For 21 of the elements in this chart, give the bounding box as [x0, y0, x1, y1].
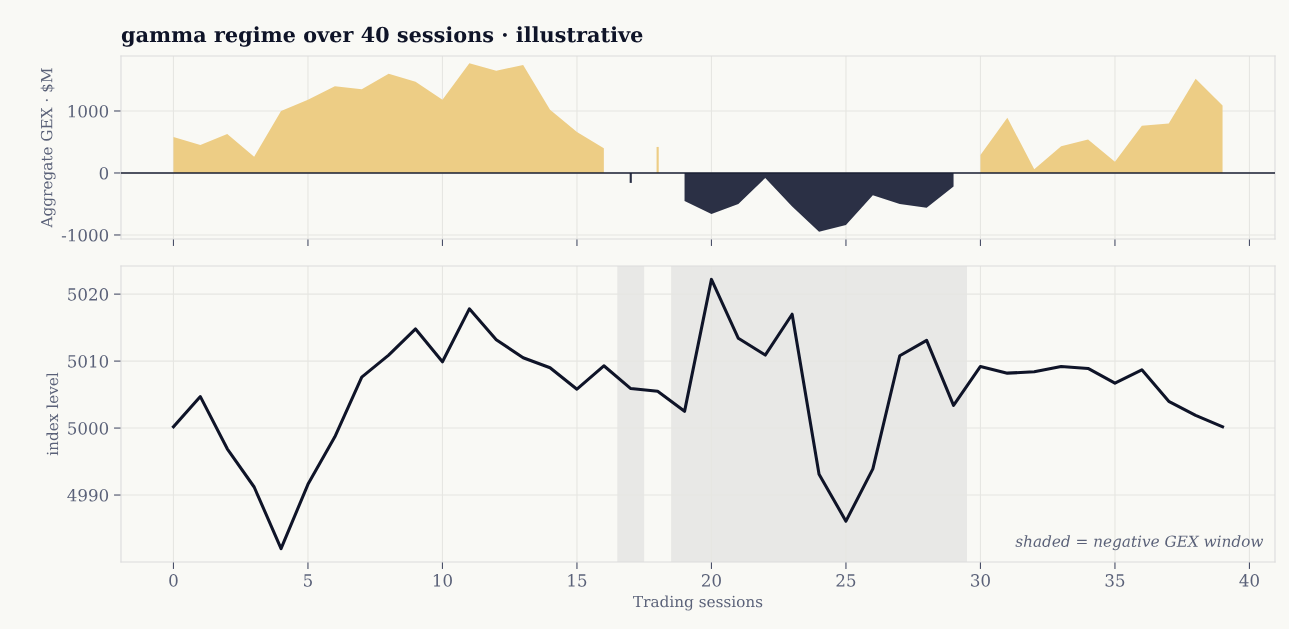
y-axis-title: Aggregate GEX · $M	[40, 68, 56, 228]
y-tick-label: 0	[99, 166, 109, 180]
chart-title: gamma regime over 40 sessions · illustrative	[121, 26, 643, 47]
y-axis-title: index level	[46, 372, 59, 456]
x-tick-label: 15	[568, 574, 587, 587]
y-tick-label: 5010	[68, 355, 109, 368]
y-tick-label: 5020	[68, 288, 109, 301]
x-tick-label: 20	[701, 574, 721, 587]
x-tick-label: 5	[304, 574, 312, 587]
y-tick-label: 1000	[68, 104, 109, 118]
x-tick-label: 25	[836, 574, 856, 587]
y-tick-label: 5000	[68, 422, 109, 435]
x-tick-label: 0	[169, 574, 178, 587]
annotation: shaded = negative GEX window	[1015, 535, 1264, 551]
x-tick-label: 10	[433, 574, 452, 587]
x-tick-label: 35	[1105, 574, 1125, 587]
y-tick-label: -1000	[61, 228, 109, 242]
y-tick-label: 4990	[67, 488, 109, 502]
x-tick-label: 40	[1239, 574, 1259, 587]
x-tick-label: 30	[971, 574, 990, 587]
x-axis-title: Trading sessions	[633, 595, 763, 611]
